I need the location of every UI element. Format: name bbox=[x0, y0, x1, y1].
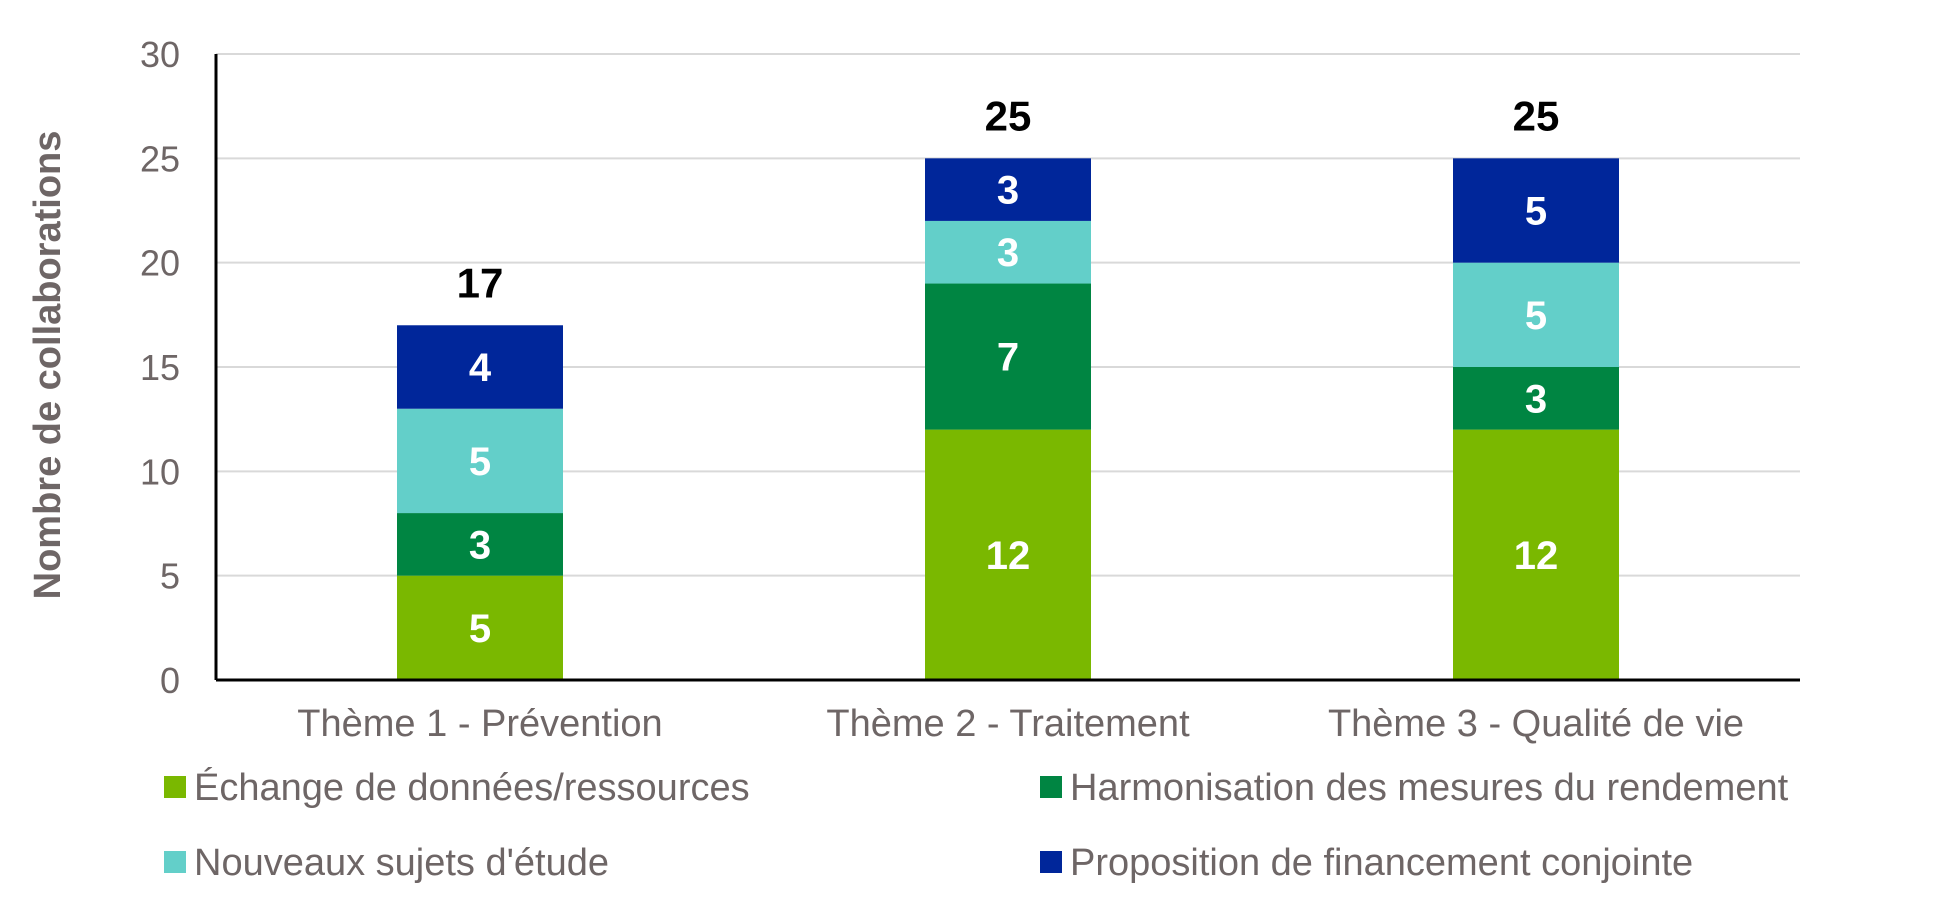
legend-swatch bbox=[1040, 851, 1062, 873]
bar-segment bbox=[925, 220, 1091, 284]
data-label: 3 bbox=[997, 231, 1019, 275]
bar-segment bbox=[397, 575, 563, 680]
total-label: 25 bbox=[1513, 92, 1560, 139]
y-tick-label: 0 bbox=[160, 660, 180, 701]
x-tick-label: Thème 1 - Prévention bbox=[297, 703, 662, 745]
total-label: 25 bbox=[985, 92, 1032, 139]
y-tick-label: 5 bbox=[160, 556, 180, 597]
y-tick-label: 30 bbox=[140, 34, 180, 75]
data-label: 5 bbox=[469, 440, 491, 484]
y-tick-label: 25 bbox=[140, 138, 180, 179]
axes bbox=[214, 54, 1800, 682]
x-tick-label: Thème 2 - Traitement bbox=[826, 703, 1190, 745]
data-label: 7 bbox=[997, 336, 1019, 380]
data-label: 3 bbox=[1525, 377, 1547, 421]
bar-segment bbox=[397, 325, 563, 409]
x-tick-label: Thème 3 - Qualité de vie bbox=[1328, 703, 1744, 745]
data-label: 5 bbox=[1525, 190, 1547, 234]
data-label: 12 bbox=[1514, 534, 1559, 578]
labels: 0 5 10 15 20 25 30 5 3 5 4 17 Thème 1 - Prévention 12… bbox=[140, 34, 1744, 745]
bar-segment bbox=[1453, 429, 1619, 680]
bar-segment bbox=[925, 429, 1091, 680]
bar-segment bbox=[397, 513, 563, 576]
bar-segment bbox=[1453, 262, 1619, 367]
bar-segment bbox=[1453, 158, 1619, 263]
data-label: 5 bbox=[1525, 294, 1547, 338]
y-tick-label: 15 bbox=[140, 347, 180, 388]
legend-label: Proposition de financement conjointe bbox=[1070, 842, 1693, 884]
y-tick-label: 10 bbox=[140, 451, 180, 492]
data-label: 3 bbox=[997, 169, 1019, 213]
data-label: 4 bbox=[469, 346, 492, 390]
data-label: 3 bbox=[469, 523, 491, 567]
legend-swatch bbox=[164, 776, 186, 798]
legend-label: Harmonisation des mesures du rendement bbox=[1070, 767, 1789, 809]
bar-segment bbox=[1453, 367, 1619, 430]
bar-segment bbox=[397, 408, 563, 514]
bars bbox=[397, 158, 1619, 680]
legend-swatch bbox=[164, 851, 186, 873]
legend: Échange de données/ressources Harmonisati… bbox=[164, 766, 1789, 884]
legend-label: Nouveaux sujets d'étude bbox=[194, 842, 609, 884]
bar-segment bbox=[925, 158, 1091, 221]
total-label: 17 bbox=[457, 259, 504, 306]
data-label: 12 bbox=[986, 534, 1031, 578]
bar-segment bbox=[925, 283, 1091, 430]
legend-swatch bbox=[1040, 776, 1062, 798]
data-label: 5 bbox=[469, 607, 491, 651]
legend-label: Échange de données/ressources bbox=[194, 766, 750, 809]
y-axis-label: Nombre de collaborations bbox=[27, 131, 69, 600]
y-tick-label: 20 bbox=[140, 243, 180, 284]
